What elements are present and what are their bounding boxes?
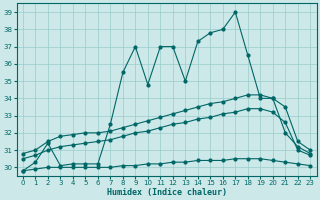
X-axis label: Humidex (Indice chaleur): Humidex (Indice chaleur) <box>107 188 227 197</box>
